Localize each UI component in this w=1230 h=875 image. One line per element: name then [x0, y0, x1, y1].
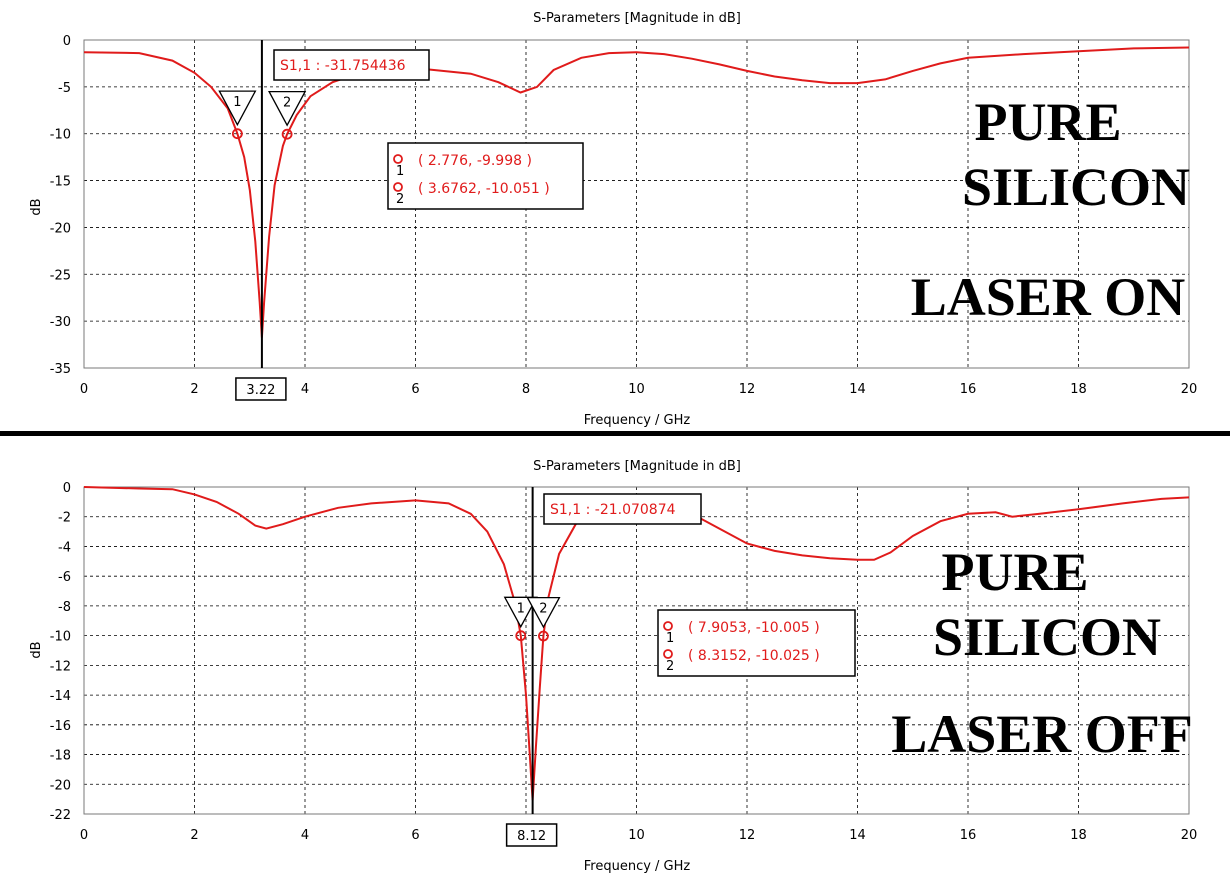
- marker-values-box: [657, 609, 856, 677]
- marker-legend-id: 1: [666, 631, 674, 646]
- x-tick-label: 18: [1070, 828, 1087, 843]
- x-tick-label: 20: [1181, 382, 1198, 397]
- x-tick-label: 20: [1181, 828, 1198, 843]
- y-tick-label: -22: [50, 808, 71, 823]
- x-tick-label: 14: [849, 382, 866, 397]
- x-tick-label: 16: [960, 382, 977, 397]
- marker-legend-icon: [663, 621, 673, 631]
- chart-title: S-Parameters [Magnitude in dB]: [533, 459, 741, 474]
- y-tick-label: -25: [50, 268, 71, 283]
- cursor-value-label: 3.22: [246, 383, 275, 398]
- y-tick-label: -20: [50, 778, 71, 793]
- marker-point-1[interactable]: [231, 128, 243, 140]
- x-tick-label: 8: [522, 382, 530, 397]
- y-tick-label: 0: [63, 481, 71, 496]
- x-tick-label: 4: [301, 382, 309, 397]
- y-tick-label: -4: [58, 540, 71, 555]
- x-tick-label: 4: [301, 828, 309, 843]
- y-tick-label: -2: [58, 511, 71, 526]
- x-tick-label: 16: [960, 828, 977, 843]
- plot-frame: [83, 39, 1190, 369]
- marker-legend-id: 2: [396, 192, 404, 207]
- x-tick-label: 10: [628, 382, 645, 397]
- y-tick-label: -15: [50, 175, 71, 190]
- marker-flag-label: 1: [233, 95, 241, 110]
- cursor-value-box[interactable]: [235, 377, 287, 401]
- annotation-text-line: SILICON: [962, 157, 1190, 217]
- marker-legend-id: 2: [666, 659, 674, 674]
- cursor-readout-box: [543, 493, 702, 525]
- y-tick-label: -10: [50, 128, 71, 143]
- x-tick-label: 6: [411, 828, 419, 843]
- chart-title: S-Parameters [Magnitude in dB]: [533, 11, 741, 26]
- y-tick-label: -10: [50, 630, 71, 645]
- chart-divider: [0, 431, 1230, 436]
- cursor-value-box[interactable]: [505, 823, 558, 847]
- marker-legend-value: ( 8.3152, -10.025 ): [688, 648, 820, 664]
- y-tick-label: 0: [63, 34, 71, 49]
- x-tick-label: 2: [190, 828, 198, 843]
- chart-laser-off: S-Parameters [Magnitude in dB] Frequency…: [29, 459, 1197, 874]
- marker-values-box: [387, 142, 584, 210]
- y-tick-label: -20: [50, 221, 71, 236]
- y-tick-label: -18: [50, 749, 71, 764]
- marker-legend-value: ( 2.776, -9.998 ): [418, 153, 532, 169]
- annotation-text-line: PURE: [942, 542, 1089, 602]
- plot-frame: [83, 486, 1190, 815]
- marker-flag-2[interactable]: [526, 596, 561, 629]
- x-tick-label: 12: [739, 382, 756, 397]
- y-tick-label: -6: [58, 570, 71, 585]
- marker-point-2[interactable]: [281, 128, 293, 140]
- y-tick-label: -14: [50, 689, 71, 704]
- x-tick-label: 18: [1070, 382, 1087, 397]
- annotation-text-line: LASER ON: [911, 267, 1186, 327]
- marker-point-1[interactable]: [515, 630, 527, 642]
- x-tick-label: 0: [80, 828, 88, 843]
- y-tick-label: -8: [58, 600, 71, 615]
- y-axis-label: dB: [29, 641, 44, 658]
- cursor-readout-text: S1,1 : -31.754436: [280, 58, 406, 74]
- x-tick-label: 0: [80, 382, 88, 397]
- x-tick-label: 2: [190, 382, 198, 397]
- y-tick-label: -16: [50, 719, 71, 734]
- x-axis-label: Frequency / GHz: [584, 413, 691, 428]
- y-tick-label: -12: [50, 659, 71, 674]
- marker-legend-icon: [663, 649, 673, 659]
- x-tick-label: 12: [739, 828, 756, 843]
- marker-point-2[interactable]: [538, 630, 549, 642]
- chart-laser-on: S-Parameters [Magnitude in dB] Frequency…: [29, 11, 1197, 428]
- cursor-readout-box: [273, 49, 430, 81]
- annotation-text-line: SILICON: [933, 607, 1161, 667]
- marker-legend-icon: [393, 154, 403, 164]
- marker-flag-2[interactable]: [268, 90, 307, 127]
- annotation-text-line: LASER OFF: [891, 704, 1193, 764]
- marker-legend-value: ( 7.9053, -10.005 ): [688, 620, 820, 636]
- series-s11-line: [83, 46, 1190, 338]
- x-tick-label: 14: [849, 828, 866, 843]
- x-tick-label: 6: [411, 382, 419, 397]
- marker-legend-value: ( 3.6762, -10.051 ): [418, 181, 550, 197]
- marker-legend-id: 1: [396, 164, 404, 179]
- cursor-value-label: 8.12: [517, 829, 546, 844]
- y-axis-label: dB: [29, 198, 44, 215]
- marker-flag-label: 1: [517, 601, 525, 616]
- marker-flag-label: 2: [283, 96, 291, 111]
- y-tick-label: -30: [50, 315, 71, 330]
- x-axis-label: Frequency / GHz: [584, 859, 691, 874]
- y-tick-label: -5: [58, 81, 71, 96]
- marker-flag-1[interactable]: [218, 90, 257, 127]
- marker-legend-icon: [393, 182, 403, 192]
- marker-flag-1[interactable]: [503, 596, 538, 629]
- marker-flag-label: 2: [539, 602, 547, 617]
- x-tick-label: 10: [628, 828, 645, 843]
- annotation-text-line: PURE: [975, 92, 1122, 152]
- cursor-readout-text: S1,1 : -21.070874: [550, 502, 676, 518]
- y-tick-label: -35: [50, 362, 71, 377]
